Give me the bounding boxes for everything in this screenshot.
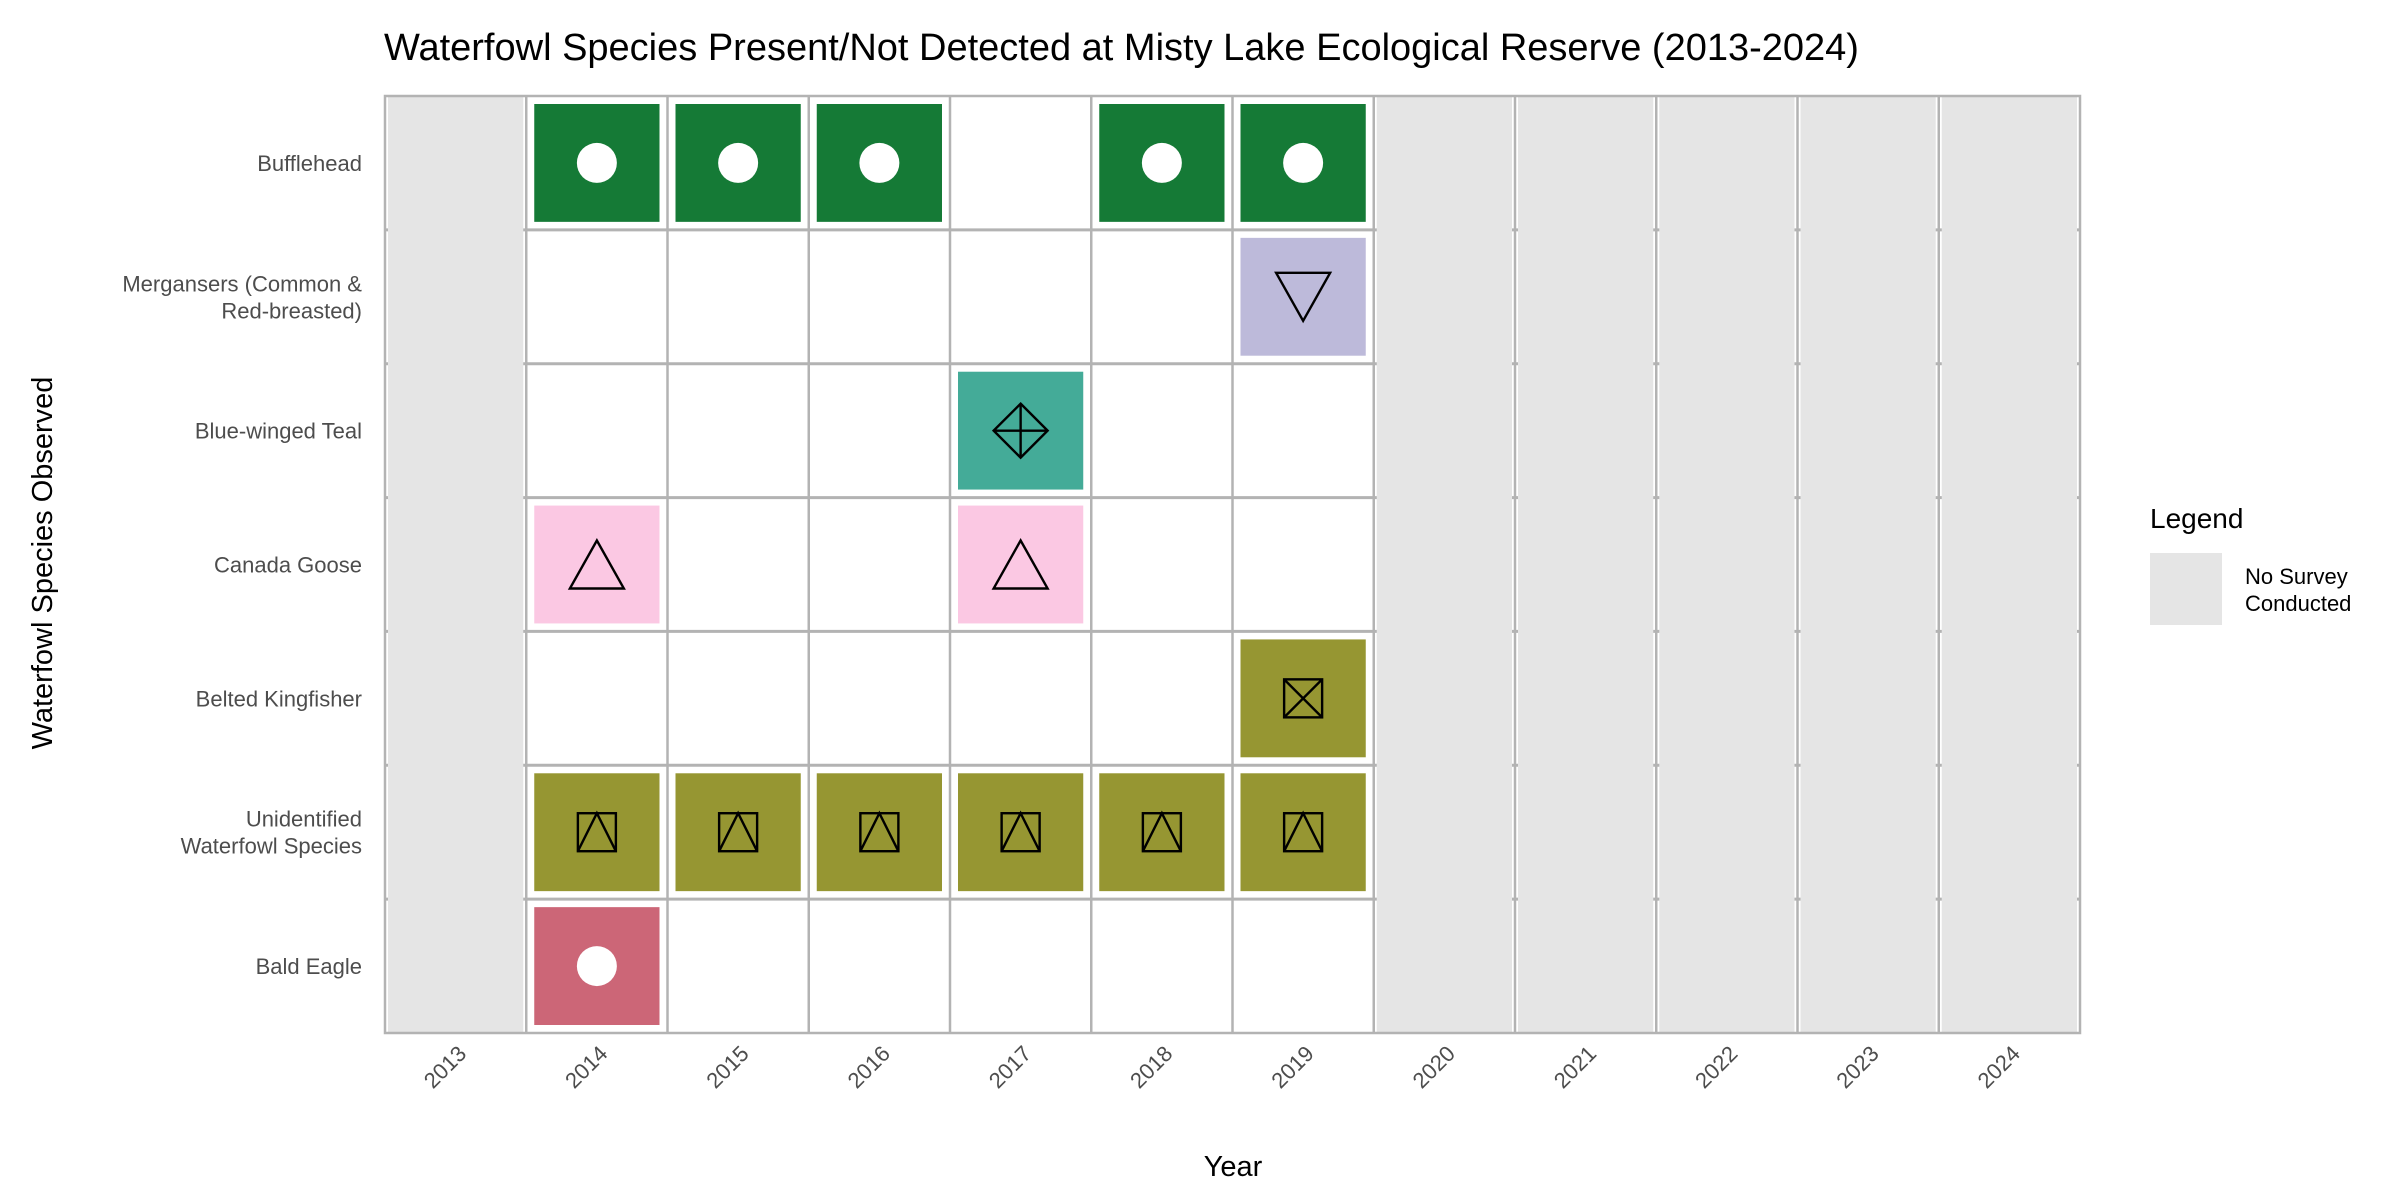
x-tick-label: 2016 <box>843 1041 895 1093</box>
marker-filled-circle <box>576 946 617 987</box>
x-tick-label: 2015 <box>701 1041 753 1093</box>
legend-label: Conducted <box>2245 591 2351 616</box>
y-tick-label: Blue-winged Teal <box>195 419 362 444</box>
presence-tile <box>958 773 1084 892</box>
marker-square-triangle <box>1000 810 1041 853</box>
presence-tile <box>534 773 660 892</box>
presence-tile <box>534 505 660 624</box>
y-tick-label: Red-breasted) <box>221 298 362 323</box>
marker-square-triangle <box>717 810 759 853</box>
plot-border <box>383 94 2082 1035</box>
x-tick-label: 2022 <box>1690 1041 1742 1093</box>
presence-cell <box>1240 104 1366 222</box>
presence-cell <box>1240 773 1366 892</box>
presence-cell <box>1240 237 1366 356</box>
presence-cell <box>958 773 1084 892</box>
y-tick-label: Canada Goose <box>214 553 362 578</box>
x-axis-tick-labels: 2013 2014 2015 2016 2017 2018 2019 2020 2021 2022… <box>419 1041 2025 1093</box>
y-tick-label: Bufflehead <box>257 151 362 176</box>
x-tick-label: 2017 <box>984 1041 1036 1093</box>
y-tick-label: Mergansers (Common & <box>122 271 362 296</box>
x-tick-label: 2013 <box>419 1041 471 1093</box>
x-tick-label: 2020 <box>1408 1041 1460 1093</box>
marker-square-triangle <box>1282 810 1324 853</box>
presence-tile <box>1240 773 1366 892</box>
marker-square-x <box>1282 678 1324 719</box>
presence-cell <box>534 773 660 892</box>
legend-key-no-survey <box>2150 553 2222 625</box>
y-tick-label: Unidentified <box>246 807 362 832</box>
presence-tile <box>958 505 1084 624</box>
presence-cell <box>534 104 660 222</box>
presence-tile <box>675 773 801 892</box>
presence-cell <box>816 104 942 222</box>
no-survey-column-2023 <box>1800 96 1936 1033</box>
presence-cell <box>816 773 942 892</box>
presence-cell <box>1240 639 1366 758</box>
y-tick-label: Belted Kingfisher <box>196 686 362 711</box>
marker-triangle-up <box>991 538 1050 590</box>
presence-cell <box>675 104 801 222</box>
marker-triangle-down <box>1274 271 1333 324</box>
y-tick-label: Bald Eagle <box>256 954 362 979</box>
marker-filled-circle <box>718 142 759 183</box>
marker-square-triangle <box>1141 810 1183 853</box>
no-survey-column-2020 <box>1376 96 1512 1033</box>
presence-cell <box>1099 773 1225 892</box>
x-tick-label: 2023 <box>1831 1041 1883 1093</box>
presence-tile <box>1099 773 1225 892</box>
marker-square-triangle <box>859 810 900 853</box>
legend-label: No Survey <box>2245 564 2348 589</box>
marker-diamond-plus <box>991 401 1050 460</box>
legend-title: Legend <box>2150 503 2243 534</box>
marker-triangle-up <box>567 538 626 590</box>
plot-area <box>383 94 2082 1035</box>
marker-filled-circle <box>859 142 900 183</box>
presence-tile <box>1240 237 1366 356</box>
marker-filled-circle <box>1283 142 1324 183</box>
marker-filled-circle <box>1141 142 1182 183</box>
marker-filled-circle <box>576 142 617 183</box>
x-axis-title: Year <box>1204 1151 1263 1183</box>
x-tick-label: 2024 <box>1973 1041 2025 1093</box>
presence-cell <box>958 505 1084 624</box>
presence-cell <box>958 371 1084 490</box>
presence-tile <box>816 773 942 892</box>
presence-cell <box>1099 104 1225 222</box>
y-tick-label: Waterfowl Species <box>181 834 362 859</box>
x-tick-label: 2021 <box>1549 1041 1601 1093</box>
x-tick-label: 2014 <box>560 1041 612 1093</box>
no-survey-column-2021 <box>1518 96 1654 1033</box>
presence-cell <box>534 907 660 1025</box>
y-axis-title: Waterfowl Species Observed <box>27 377 59 750</box>
x-tick-label: 2018 <box>1125 1041 1177 1093</box>
x-tick-label: 2019 <box>1266 1041 1318 1093</box>
marker-square-triangle <box>576 810 618 853</box>
presence-cell <box>534 505 660 624</box>
no-survey-column-2024 <box>1941 96 2077 1033</box>
presence-cell <box>675 773 801 892</box>
no-survey-column-2013 <box>388 96 524 1033</box>
no-survey-column-2022 <box>1659 96 1795 1033</box>
chart-title: Waterfowl Species Present/Not Detected a… <box>384 27 1859 69</box>
y-axis-tick-labels: Bufflehead Mergansers (Common &Red-breast… <box>122 151 362 979</box>
